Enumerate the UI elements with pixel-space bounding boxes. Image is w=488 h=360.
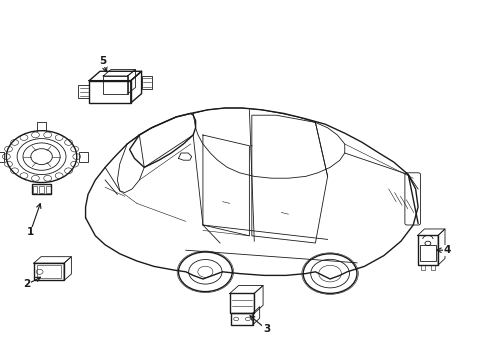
Text: 4: 4 — [443, 245, 450, 255]
Text: 3: 3 — [263, 324, 269, 334]
Bar — [420, 265, 424, 270]
Bar — [103, 76, 127, 94]
Bar — [419, 245, 435, 261]
Bar — [32, 184, 51, 194]
Bar — [33, 186, 38, 193]
Text: 5: 5 — [99, 56, 106, 66]
Bar — [34, 263, 64, 280]
Bar — [89, 81, 131, 103]
Bar — [79, 152, 88, 162]
Bar — [37, 265, 61, 278]
Bar — [430, 265, 434, 270]
Bar — [417, 235, 437, 265]
Bar — [45, 186, 50, 193]
Bar — [39, 186, 44, 193]
Bar — [0, 152, 4, 162]
Text: 2: 2 — [23, 279, 30, 289]
Bar — [229, 293, 254, 313]
Text: 1: 1 — [27, 227, 34, 237]
Bar — [231, 313, 252, 325]
Bar — [142, 76, 152, 89]
Bar — [78, 85, 89, 98]
